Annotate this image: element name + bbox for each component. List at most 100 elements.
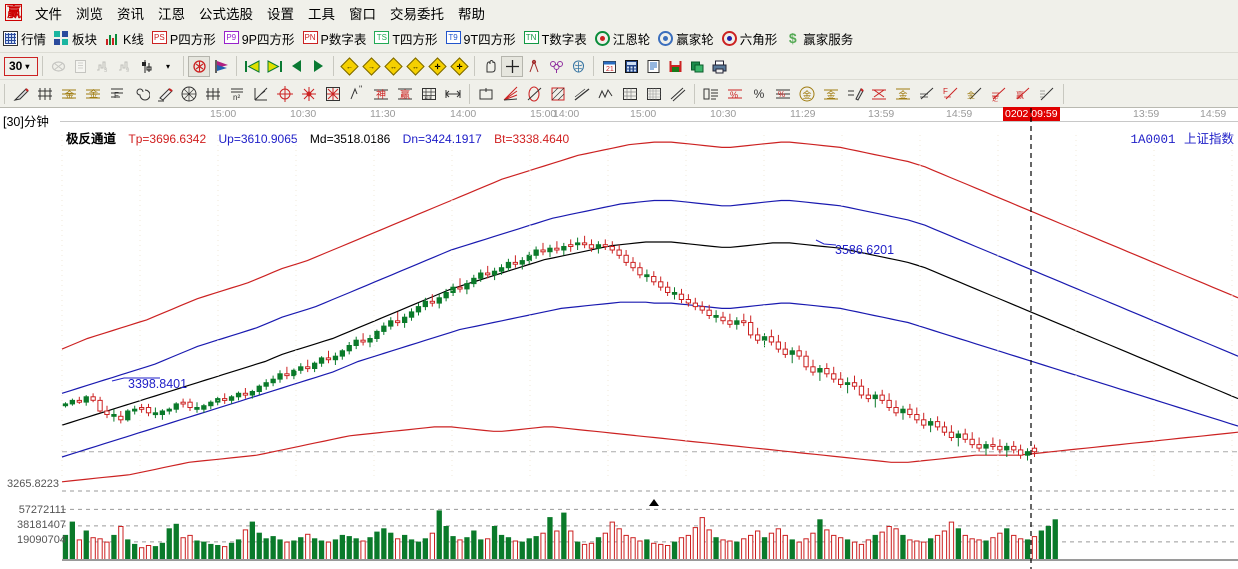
toolbar-button-p-number-table[interactable]: PN P数字表 — [300, 28, 372, 49]
cross-grid-icon[interactable] — [867, 83, 891, 105]
shen-grid-icon[interactable]: 神 — [369, 83, 393, 105]
colorflag-icon[interactable] — [210, 56, 232, 77]
candle — [644, 269, 650, 282]
formula-icon[interactable] — [188, 55, 210, 77]
grid-box-2-icon[interactable] — [642, 83, 666, 105]
toolbar-button-t-square[interactable]: TS T四方形 — [371, 28, 442, 49]
last-page-icon[interactable] — [263, 56, 285, 77]
toolbar-button-kline[interactable]: K线 — [102, 28, 149, 49]
ying-grid-icon[interactable]: 赢 — [393, 83, 417, 105]
shift-left-icon[interactable]: ← — [338, 56, 360, 77]
menu-item-file[interactable]: 文件 — [35, 6, 62, 22]
text-icon[interactable] — [699, 83, 723, 105]
menu-item-help[interactable]: 帮助 — [458, 6, 485, 22]
prev-icon[interactable] — [285, 56, 307, 77]
percent-fan-icon[interactable]: % — [723, 83, 747, 105]
clipboard-icon[interactable] — [69, 56, 91, 77]
fan-lines-icon[interactable] — [498, 83, 522, 105]
ellipse-fan-icon[interactable] — [522, 83, 546, 105]
menu-item-trade[interactable]: 交易委托 — [390, 6, 444, 22]
marker-pen-icon[interactable] — [153, 83, 177, 105]
menu-item-window[interactable]: 窗口 — [349, 6, 376, 22]
angle-icon[interactable] — [249, 83, 273, 105]
f-slope-icon[interactable]: F — [939, 83, 963, 105]
time-axis[interactable]: 15:00 10:30 11:30 14:00 15:00 14:00 15:00 10:30… — [0, 107, 1238, 122]
wave-icon[interactable]: " — [345, 83, 369, 105]
toolbar-button-9t-square[interactable]: T9 9T四方形 — [443, 28, 521, 49]
zigzag-icon[interactable] — [594, 83, 618, 105]
menu-item-news[interactable]: 资讯 — [117, 6, 144, 22]
toolbar-button-p-square[interactable]: PS P四方形 — [149, 28, 221, 49]
chart-panel[interactable]: [30]分钟 极反通道 Tp=3696.6342 Up=3610.9065 Md… — [0, 107, 1238, 569]
gold-grid-icon[interactable]: 金 — [57, 83, 81, 105]
zoom-horizontal-icon[interactable]: ↔ — [382, 56, 404, 77]
save-icon[interactable] — [664, 56, 686, 77]
zoom-out-icon[interactable]: ✛ — [426, 56, 448, 77]
n2-grid-icon[interactable]: n² — [225, 83, 249, 105]
brain-icon[interactable] — [567, 56, 589, 77]
gann-grid-icon[interactable] — [33, 83, 57, 105]
dense-slope-icon[interactable] — [1035, 83, 1059, 105]
target-icon[interactable] — [273, 83, 297, 105]
candle-style-icon[interactable] — [135, 56, 157, 77]
gold-under-icon[interactable]: 金 — [819, 83, 843, 105]
pen-icon[interactable] — [9, 83, 33, 105]
menu-item-gann[interactable]: 江恩 — [158, 6, 185, 22]
grid-box-icon[interactable] — [618, 83, 642, 105]
box-star-icon[interactable] — [321, 83, 345, 105]
rect-icon[interactable] — [474, 83, 498, 105]
tree-icon[interactable] — [545, 56, 567, 77]
polygon-icon[interactable] — [546, 83, 570, 105]
menu-item-tools[interactable]: 工具 — [308, 6, 335, 22]
gold-slope-icon[interactable]: 金 — [963, 83, 987, 105]
report-icon[interactable] — [642, 56, 664, 77]
toolbar-button-winner-wheel[interactable]: 赢家轮 — [655, 28, 719, 49]
zoom-fit-icon[interactable]: ✛ — [448, 56, 470, 77]
grid-hash-icon[interactable] — [201, 83, 225, 105]
zoom-in-h-icon[interactable]: ↔ — [404, 56, 426, 77]
gold-circle-icon[interactable]: 金 — [795, 83, 819, 105]
toolbar-button-gann-wheel[interactable]: 江恩轮 — [592, 28, 656, 49]
period-selector[interactable]: 30 ▾ — [4, 56, 38, 76]
gold-box-icon[interactable]: 金 — [891, 83, 915, 105]
ink-icon[interactable] — [843, 83, 867, 105]
crosshair-icon[interactable] — [501, 55, 523, 77]
gold-grid-2-icon[interactable]: 金 — [81, 83, 105, 105]
starburst-icon[interactable] — [297, 83, 321, 105]
percent-grid-icon[interactable]: % — [771, 83, 795, 105]
bar-chart-small-2-icon[interactable]: 9 — [113, 56, 135, 77]
toolbar-button-hexagon[interactable]: 六角形 — [719, 28, 783, 49]
menu-item-formula-screen[interactable]: 公式选股 — [199, 6, 253, 22]
menu-item-browse[interactable]: 浏览 — [76, 6, 103, 22]
gann-fan-circle-icon[interactable] — [177, 83, 201, 105]
calculator-icon[interactable] — [620, 56, 642, 77]
toolbar-button-9p-square[interactable]: P9 9P四方形 — [221, 28, 300, 49]
multi-slope-icon[interactable]: 逆 — [987, 83, 1011, 105]
first-page-icon[interactable] — [241, 56, 263, 77]
toolbar-button-quotes[interactable]: 行情 — [0, 28, 51, 49]
copy-icon[interactable] — [686, 56, 708, 77]
compass-icon[interactable] — [523, 56, 545, 77]
toolbar-button-sectors[interactable]: 板块 — [51, 28, 102, 49]
number-grid-icon[interactable]: 123 — [417, 83, 441, 105]
slope-icon[interactable] — [915, 83, 939, 105]
toolbar-button-t-number-table[interactable]: TN T数字表 — [521, 28, 592, 49]
arrow-span-icon[interactable] — [441, 83, 465, 105]
house-slope-icon[interactable]: 赢 — [1011, 83, 1035, 105]
price-volume-plot[interactable] — [0, 108, 1238, 569]
spiral-icon[interactable] — [129, 83, 153, 105]
toolbar-button-winner-service[interactable]: $ 赢家服务 — [782, 28, 858, 49]
shift-right-icon[interactable]: → — [360, 56, 382, 77]
refresh-icon[interactable] — [47, 56, 69, 77]
trendline-icon[interactable] — [570, 83, 594, 105]
print-icon[interactable] — [708, 56, 730, 77]
dropdown-caret-icon[interactable]: ▾ — [165, 61, 170, 71]
percent-icon[interactable]: % — [753, 86, 765, 101]
calendar-icon[interactable]: 21 — [598, 56, 620, 77]
next-icon[interactable] — [307, 56, 329, 77]
menu-item-settings[interactable]: 设置 — [267, 6, 294, 22]
bar-chart-small-icon[interactable]: 3 — [91, 56, 113, 77]
hand-pan-icon[interactable] — [479, 56, 501, 77]
parallel-icon[interactable] — [666, 83, 690, 105]
fibo-f-icon[interactable]: F — [105, 83, 129, 105]
